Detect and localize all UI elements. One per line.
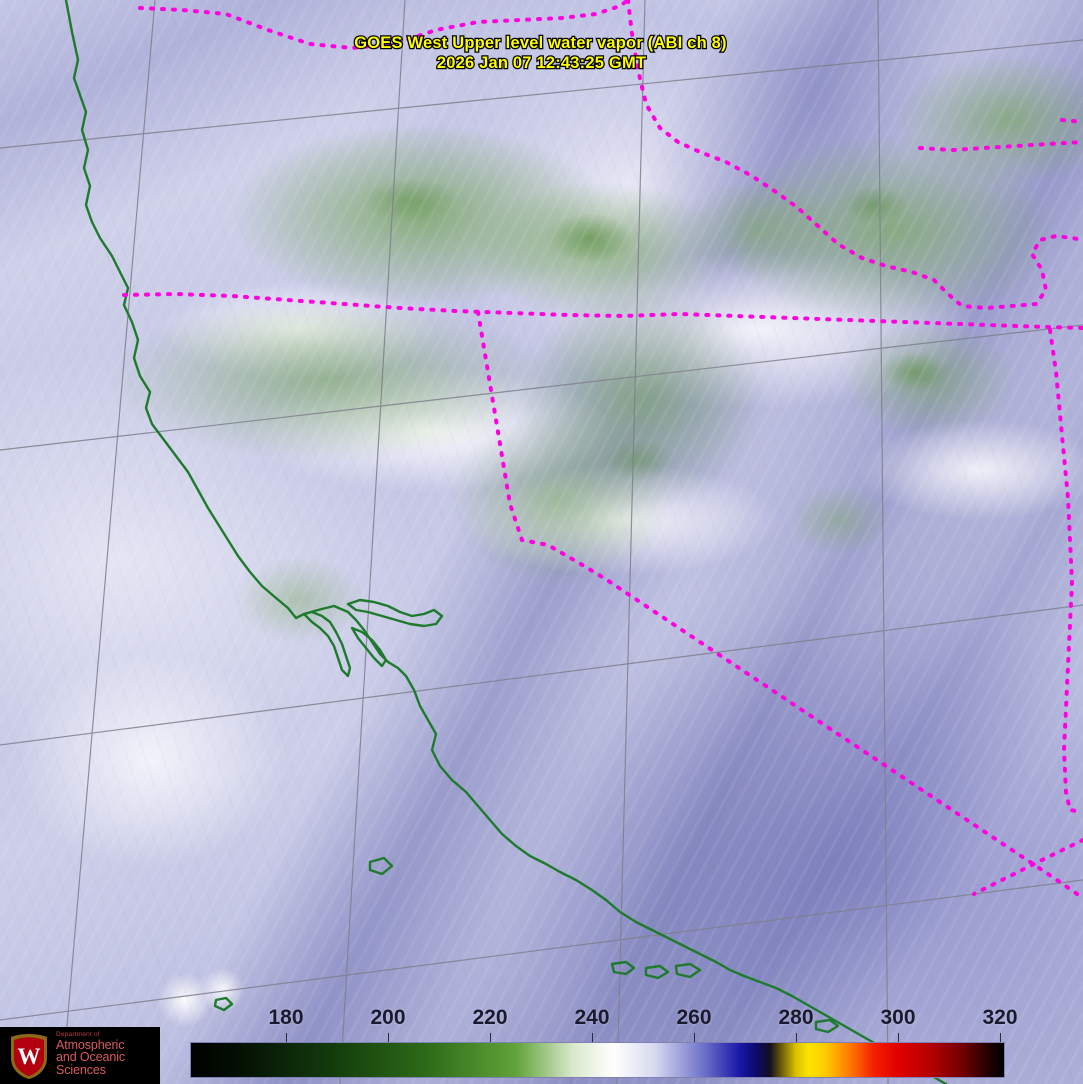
colorbar-tick — [796, 1033, 797, 1042]
uw-madison-aos-logo: W Department of Atmospheric and Oceanic … — [0, 1027, 160, 1084]
colorbar-tick — [1000, 1033, 1001, 1042]
crest-letter-w: W — [18, 1044, 41, 1069]
border-northern-states — [626, 0, 1083, 311]
graticule-lon-line — [61, 0, 156, 1084]
colorbar-tick-label: 280 — [778, 1006, 814, 1029]
border-us-canada — [138, 0, 630, 51]
graticule-lat-line — [0, 604, 1083, 746]
colorbar-gradient — [190, 1042, 1005, 1078]
coastline-sf-bay — [302, 610, 352, 678]
logo-line-oceanic: and Oceanic Sciences — [56, 1050, 126, 1078]
logo-line-atmospheric: Atmospheric — [56, 1037, 125, 1052]
colorbar-tick — [388, 1033, 389, 1042]
island-san-miguel — [674, 962, 702, 979]
graticule-lon-line — [339, 0, 406, 1084]
logo-text-block: Department of Atmospheric and Oceanic Sc… — [56, 1031, 158, 1078]
colorbar-tick — [898, 1033, 899, 1042]
island-santa-catalina — [814, 1018, 840, 1034]
colorbar-tick-label: 300 — [880, 1006, 916, 1029]
inland-lake — [368, 856, 394, 876]
colorbar-tick-label: 320 — [982, 1006, 1018, 1029]
border-us-mexico — [972, 838, 1083, 896]
graticule-lon-line — [616, 0, 646, 1084]
crest-shield — [14, 1037, 44, 1076]
border-ca-nv — [476, 310, 1083, 900]
colorbar-tick — [286, 1033, 287, 1042]
inland-lake — [213, 996, 234, 1012]
colorbar-tick-label: 180 — [268, 1006, 304, 1029]
coastline-bay-inlet — [350, 626, 388, 668]
colorbar-tick-label: 260 — [676, 1006, 712, 1029]
graticule-lat-line — [0, 324, 1083, 451]
colorbar: 180 200 220 240 260 280 300 320 — [190, 1006, 1018, 1078]
island-santa-cruz — [610, 960, 636, 976]
uw-crest-icon: W — [11, 1034, 47, 1079]
border-az-east — [1048, 328, 1083, 814]
colorbar-tick — [592, 1033, 593, 1042]
border-ut-az — [918, 140, 1083, 153]
coastline-san-pablo-bay — [346, 598, 444, 628]
colorbar-tick-label: 200 — [370, 1006, 406, 1029]
border-42n-parallel — [122, 291, 1083, 330]
graticule-lat-line — [0, 39, 1083, 149]
graticule-lat-line — [0, 879, 1083, 1021]
political-borders — [122, 0, 1083, 900]
border-east-segment — [1060, 118, 1083, 124]
colorbar-tick-label: 240 — [574, 1006, 610, 1029]
colorbar-tick — [694, 1033, 695, 1042]
coastline — [64, 0, 948, 1084]
logo-department-label: Department of — [56, 1031, 100, 1038]
graticule-lon-line — [877, 0, 889, 1084]
island-santa-rosa — [644, 964, 670, 980]
colorbar-tick-label: 220 — [472, 1006, 508, 1029]
colorbar-tick — [490, 1033, 491, 1042]
coastline-pacific — [64, 0, 948, 1084]
